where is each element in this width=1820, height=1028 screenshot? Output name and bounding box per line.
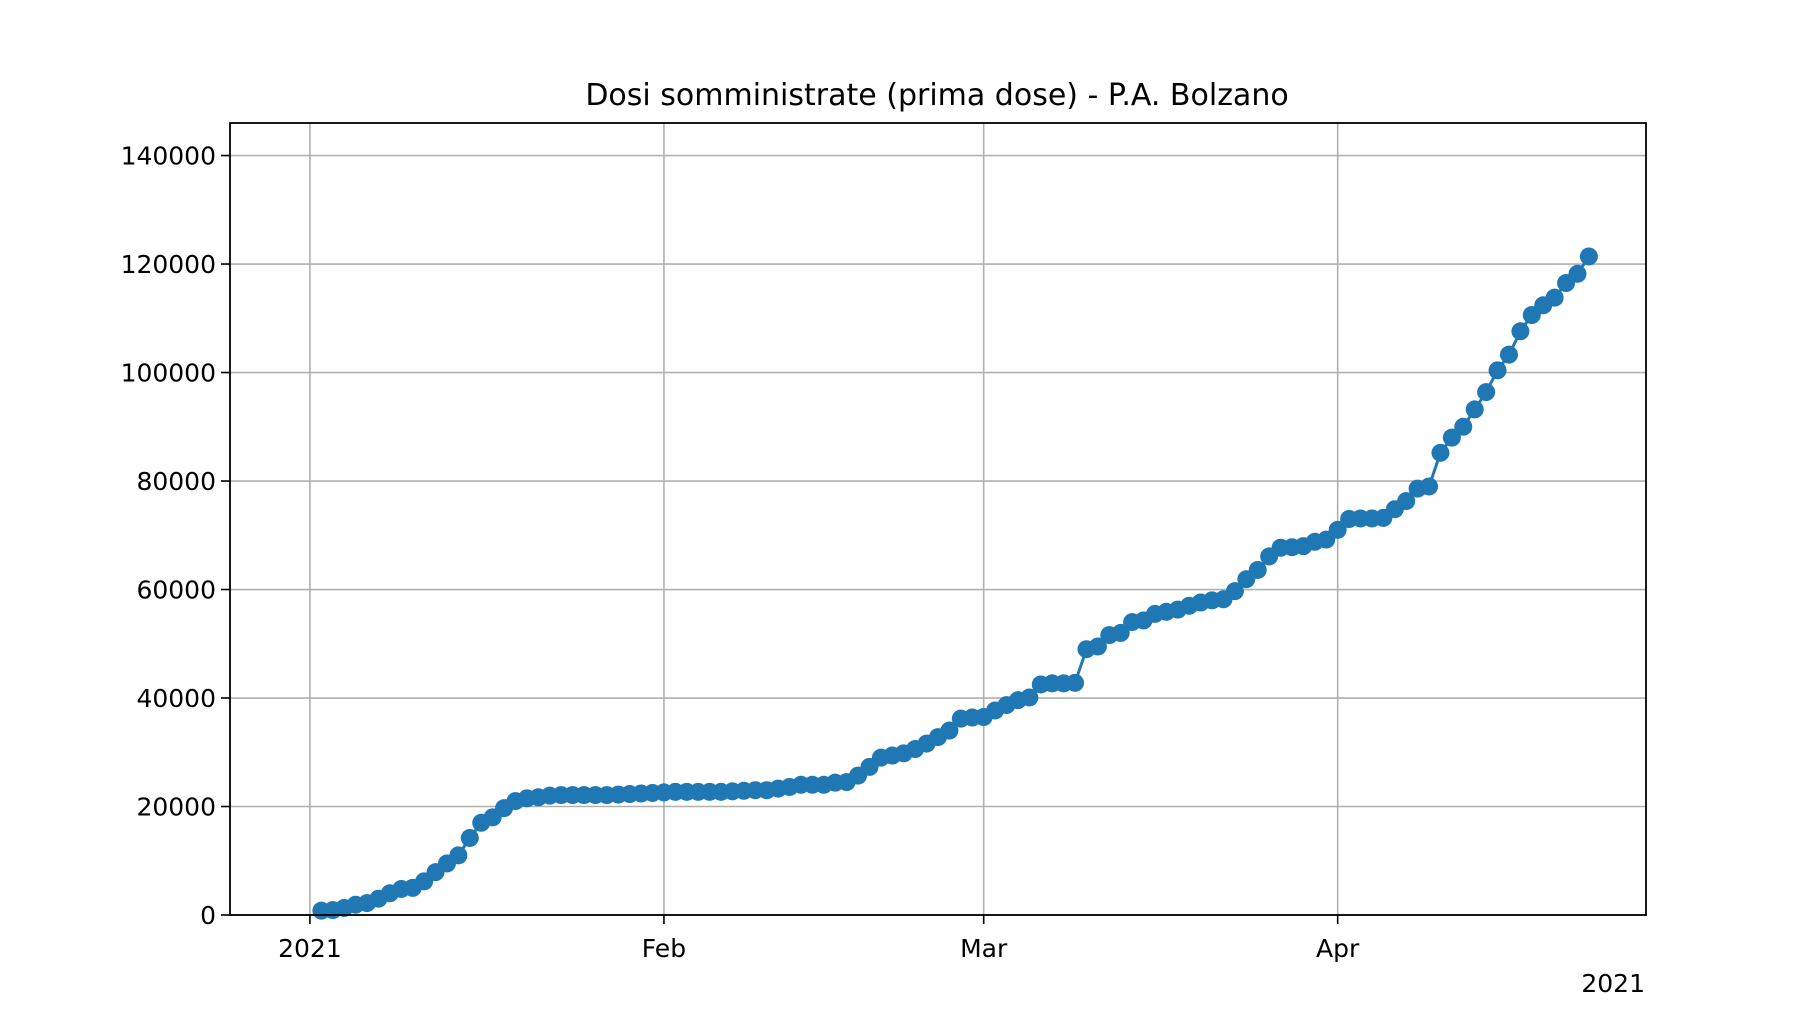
data-point	[1431, 443, 1450, 462]
x-tick-label: Mar	[960, 934, 1008, 963]
data-point	[1066, 673, 1085, 692]
data-point	[1511, 322, 1530, 341]
data-point	[1397, 492, 1416, 511]
data-point	[1545, 288, 1564, 307]
grid-lines	[230, 123, 1646, 916]
axis-ticks: 0 20000 40000 60000 80000 100000 120000 140000 2…	[121, 142, 1360, 963]
y-tick-label: 100000	[121, 359, 216, 388]
data-point	[460, 828, 479, 847]
y-tick-label: 60000	[136, 576, 216, 605]
y-tick-label: 140000	[121, 142, 216, 171]
data-point	[1020, 688, 1039, 707]
data-point	[449, 846, 468, 865]
chart-title: Dosi somministrate (prima dose) - P.A. B…	[585, 78, 1288, 113]
data-point	[1568, 264, 1587, 283]
y-tick-label: 40000	[136, 684, 216, 713]
data-point	[1454, 417, 1473, 436]
y-tick-label: 120000	[121, 250, 216, 279]
x-tick-label: 2021	[278, 934, 342, 963]
y-tick-label: 20000	[136, 793, 216, 822]
data-point	[1328, 520, 1347, 539]
data-point	[1225, 582, 1244, 601]
data-point	[1579, 247, 1598, 266]
data-point	[1111, 623, 1130, 642]
y-tick-label: 80000	[136, 467, 216, 496]
data-point	[1088, 637, 1107, 656]
data-point	[1465, 400, 1484, 419]
x-tick-label: Feb	[642, 934, 686, 963]
x-axis-offset-label: 2021	[1581, 969, 1645, 998]
series-layer	[312, 247, 1598, 920]
y-tick-label: 0	[200, 901, 216, 930]
data-point	[1477, 383, 1496, 402]
data-point	[1248, 560, 1267, 579]
data-point	[1488, 361, 1507, 380]
data-point	[1420, 477, 1439, 496]
plot-frame	[229, 122, 1647, 916]
data-point	[1499, 345, 1518, 364]
data-point	[1442, 428, 1461, 447]
x-tick-label: Apr	[1316, 934, 1360, 963]
data-point	[940, 721, 959, 740]
